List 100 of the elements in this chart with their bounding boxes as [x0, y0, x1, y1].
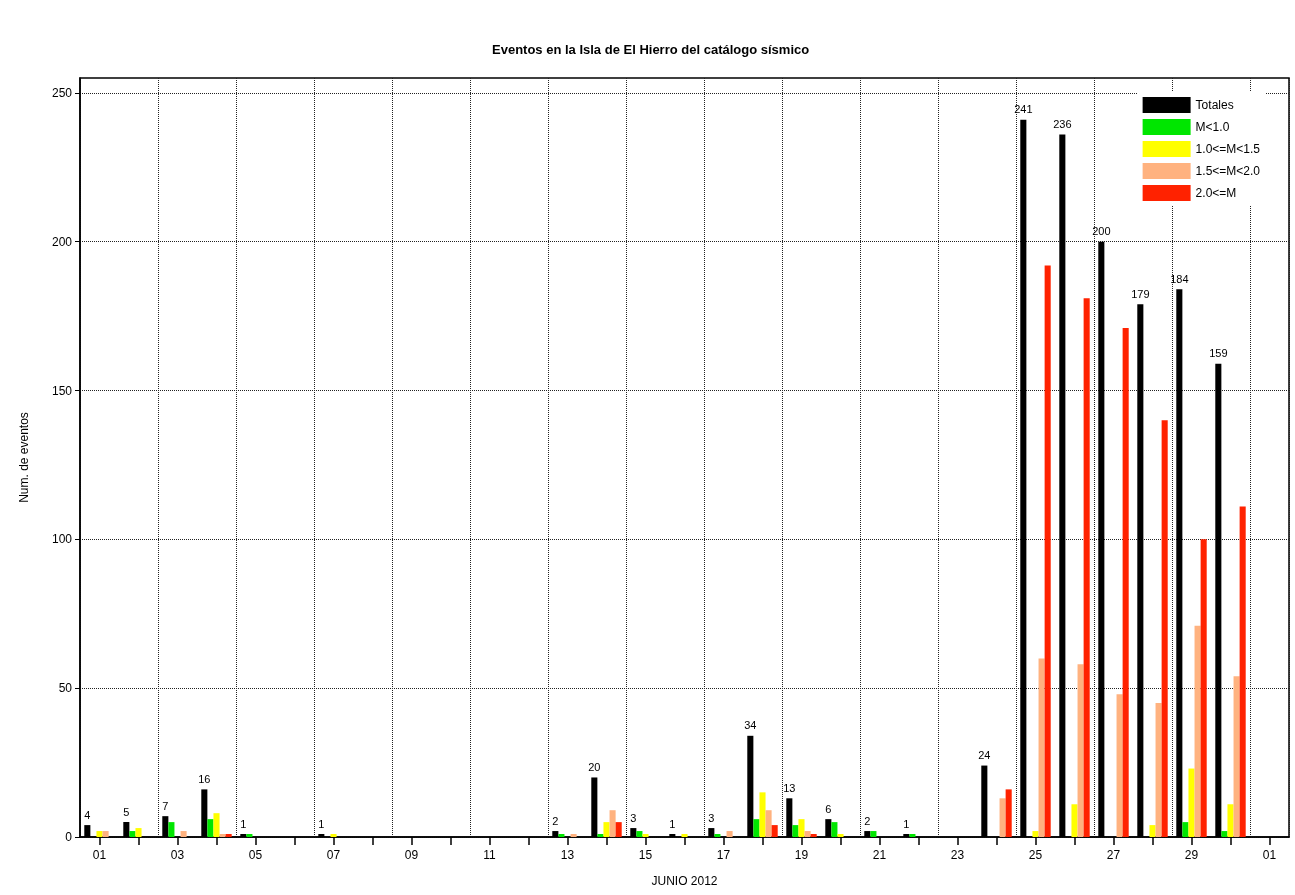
- bar: [1116, 694, 1123, 837]
- y-tick-label: 100: [51, 532, 73, 547]
- bar: [1233, 676, 1240, 837]
- bar: [714, 834, 721, 837]
- bar: [792, 825, 799, 837]
- x-tick-label: 17: [716, 848, 731, 862]
- legend-label: M<1.0: [1195, 120, 1230, 134]
- bar: [615, 822, 622, 837]
- bar: [1077, 664, 1084, 837]
- y-tick-label: 0: [65, 830, 73, 844]
- x-tick-label: 21: [872, 848, 887, 862]
- bar: [1227, 804, 1234, 837]
- bar: [759, 792, 766, 837]
- x-tick-label: 01: [92, 848, 107, 862]
- legend-label: 1.0<=M<1.5: [1195, 142, 1261, 156]
- y-axis-title: Num. de eventos: [17, 412, 31, 503]
- legend-label: 1.5<=M<2.0: [1195, 164, 1261, 178]
- bar: [804, 831, 811, 837]
- data-label: 4: [84, 808, 91, 821]
- bar: [1122, 328, 1129, 837]
- x-tick-label: 07: [326, 848, 341, 862]
- bar: [999, 798, 1006, 837]
- data-label: 7: [162, 799, 169, 812]
- y-tick-label: 250: [51, 85, 73, 100]
- data-label: 184: [1170, 272, 1189, 285]
- bar: [798, 819, 805, 837]
- x-tick-label: 25: [1028, 848, 1043, 862]
- bar: [765, 810, 772, 837]
- legend-label: Totales: [1195, 98, 1234, 112]
- x-tick-label: 05: [248, 848, 263, 862]
- data-label: 6: [825, 802, 832, 815]
- data-label: 241: [1014, 103, 1033, 116]
- bar: [753, 819, 760, 837]
- bar: [207, 819, 214, 837]
- bar: [870, 831, 877, 837]
- x-axis-title: JUNIO 2012: [651, 874, 718, 888]
- bar: [609, 810, 616, 837]
- data-label: 236: [1053, 118, 1072, 131]
- bar: [1221, 831, 1228, 837]
- data-label: 3: [630, 811, 637, 824]
- bar: [603, 822, 610, 837]
- bar: [1188, 768, 1195, 837]
- bar: [810, 834, 817, 837]
- bar: [1071, 804, 1078, 837]
- bar: [1155, 703, 1162, 837]
- x-tick-label: 03: [170, 848, 185, 862]
- bar: [102, 831, 109, 837]
- y-tick-label: 50: [58, 681, 73, 696]
- data-label: 1: [318, 817, 325, 830]
- bar: [597, 834, 604, 837]
- data-label: 1: [669, 817, 676, 830]
- bar: [213, 813, 220, 837]
- data-label: 5: [123, 805, 130, 818]
- y-tick-label: 200: [51, 234, 73, 249]
- y-tick-label: 150: [51, 383, 73, 398]
- bar: [1161, 420, 1168, 837]
- legend-label: 2.0<=M: [1195, 186, 1237, 200]
- chart-title: Eventos en la Isla de El Hierro del catálogo sísmico: [492, 42, 810, 57]
- bar: [330, 834, 337, 837]
- bar: [558, 834, 565, 837]
- x-tick-label: 19: [794, 848, 809, 862]
- data-label: 2: [864, 814, 871, 827]
- bar: [909, 834, 916, 837]
- data-label: 20: [588, 760, 601, 773]
- bar: [771, 825, 778, 837]
- bar: [570, 834, 577, 837]
- bar: [225, 834, 232, 837]
- x-tick-label: 15: [638, 848, 653, 862]
- data-label: 200: [1092, 225, 1111, 238]
- bar: [1149, 825, 1156, 837]
- data-label: 34: [744, 719, 757, 732]
- bar: [831, 822, 838, 837]
- data-label: 159: [1209, 347, 1228, 360]
- x-tick-label: 23: [950, 848, 965, 862]
- data-label: 1: [240, 817, 247, 830]
- bar: [168, 822, 175, 837]
- bar: [219, 834, 226, 837]
- data-label: 24: [978, 749, 991, 762]
- x-tick-label: 13: [560, 848, 575, 862]
- bar: [1239, 506, 1246, 837]
- bar: [135, 828, 142, 837]
- x-tick-label: 27: [1106, 848, 1121, 862]
- bar: [636, 831, 643, 837]
- data-label: 1: [903, 817, 910, 830]
- bar: [129, 831, 136, 837]
- x-tick-label: 09: [404, 848, 419, 862]
- bar: [726, 831, 733, 837]
- bar: [1044, 265, 1051, 837]
- bar: [1194, 625, 1201, 837]
- bar: [1182, 822, 1189, 837]
- bar: [1200, 539, 1207, 837]
- data-label: 2: [552, 814, 559, 827]
- data-label: 179: [1131, 287, 1150, 300]
- bar: [1083, 298, 1090, 837]
- bar: [1032, 831, 1039, 837]
- bar: [1038, 658, 1045, 837]
- x-tick-label: 11: [483, 848, 497, 862]
- bar: [642, 834, 649, 837]
- x-tick-label: 01: [1262, 848, 1277, 862]
- bar: [180, 831, 187, 837]
